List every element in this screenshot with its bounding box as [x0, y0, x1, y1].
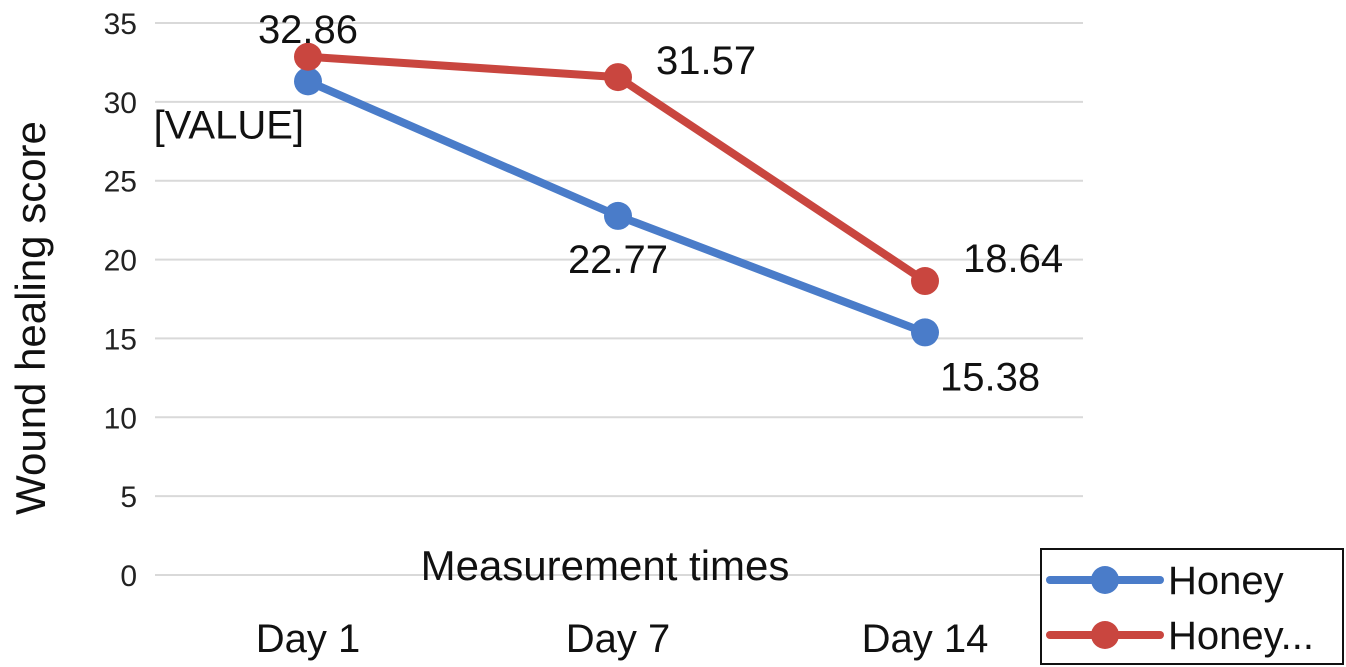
- data-point: [911, 267, 939, 296]
- x-tick-label: Day 14: [862, 617, 989, 661]
- data-labels: [VALUE] 22.77 15.38 32.86 31.57 18.64: [154, 8, 1064, 400]
- y-tick-label: 10: [104, 402, 137, 435]
- gridlines: [155, 22, 1083, 576]
- legend-box: [1040, 548, 1344, 665]
- data-label: 31.57: [656, 39, 756, 83]
- data-label: 32.86: [258, 8, 358, 52]
- legend-marker: [1091, 566, 1119, 594]
- y-tick-label: 30: [104, 87, 137, 120]
- x-axis-ticks: Day 1 Day 7 Day 14: [256, 617, 989, 661]
- y-tick-label: 25: [104, 166, 137, 199]
- x-axis-title: Measurement times: [421, 542, 790, 589]
- legend-label: Honey: [1168, 559, 1284, 603]
- data-label: 15.38: [940, 355, 1040, 399]
- legend-label: Honey...: [1168, 614, 1314, 658]
- series-group: [294, 42, 939, 347]
- y-axis-title: Wound healing score: [7, 121, 54, 515]
- data-label: [VALUE]: [154, 103, 304, 147]
- x-tick-label: Day 7: [566, 617, 671, 661]
- data-point: [604, 63, 632, 92]
- y-tick-label: 20: [104, 245, 137, 278]
- y-tick-label: 5: [120, 481, 137, 514]
- data-label: 18.64: [963, 237, 1063, 281]
- data-point: [294, 42, 322, 71]
- data-point: [911, 318, 939, 347]
- x-tick-label: Day 1: [256, 617, 361, 661]
- data-label: 22.77: [568, 238, 668, 282]
- y-tick-label: 15: [104, 323, 137, 356]
- y-axis-ticks: 0 5 10 15 20 25 30 35: [104, 8, 137, 593]
- y-tick-label: 35: [104, 8, 137, 41]
- data-point: [604, 201, 632, 230]
- data-point: [294, 67, 322, 96]
- y-tick-label: 0: [120, 560, 137, 593]
- legend: Honey Honey...: [1040, 548, 1344, 665]
- legend-marker: [1091, 621, 1119, 649]
